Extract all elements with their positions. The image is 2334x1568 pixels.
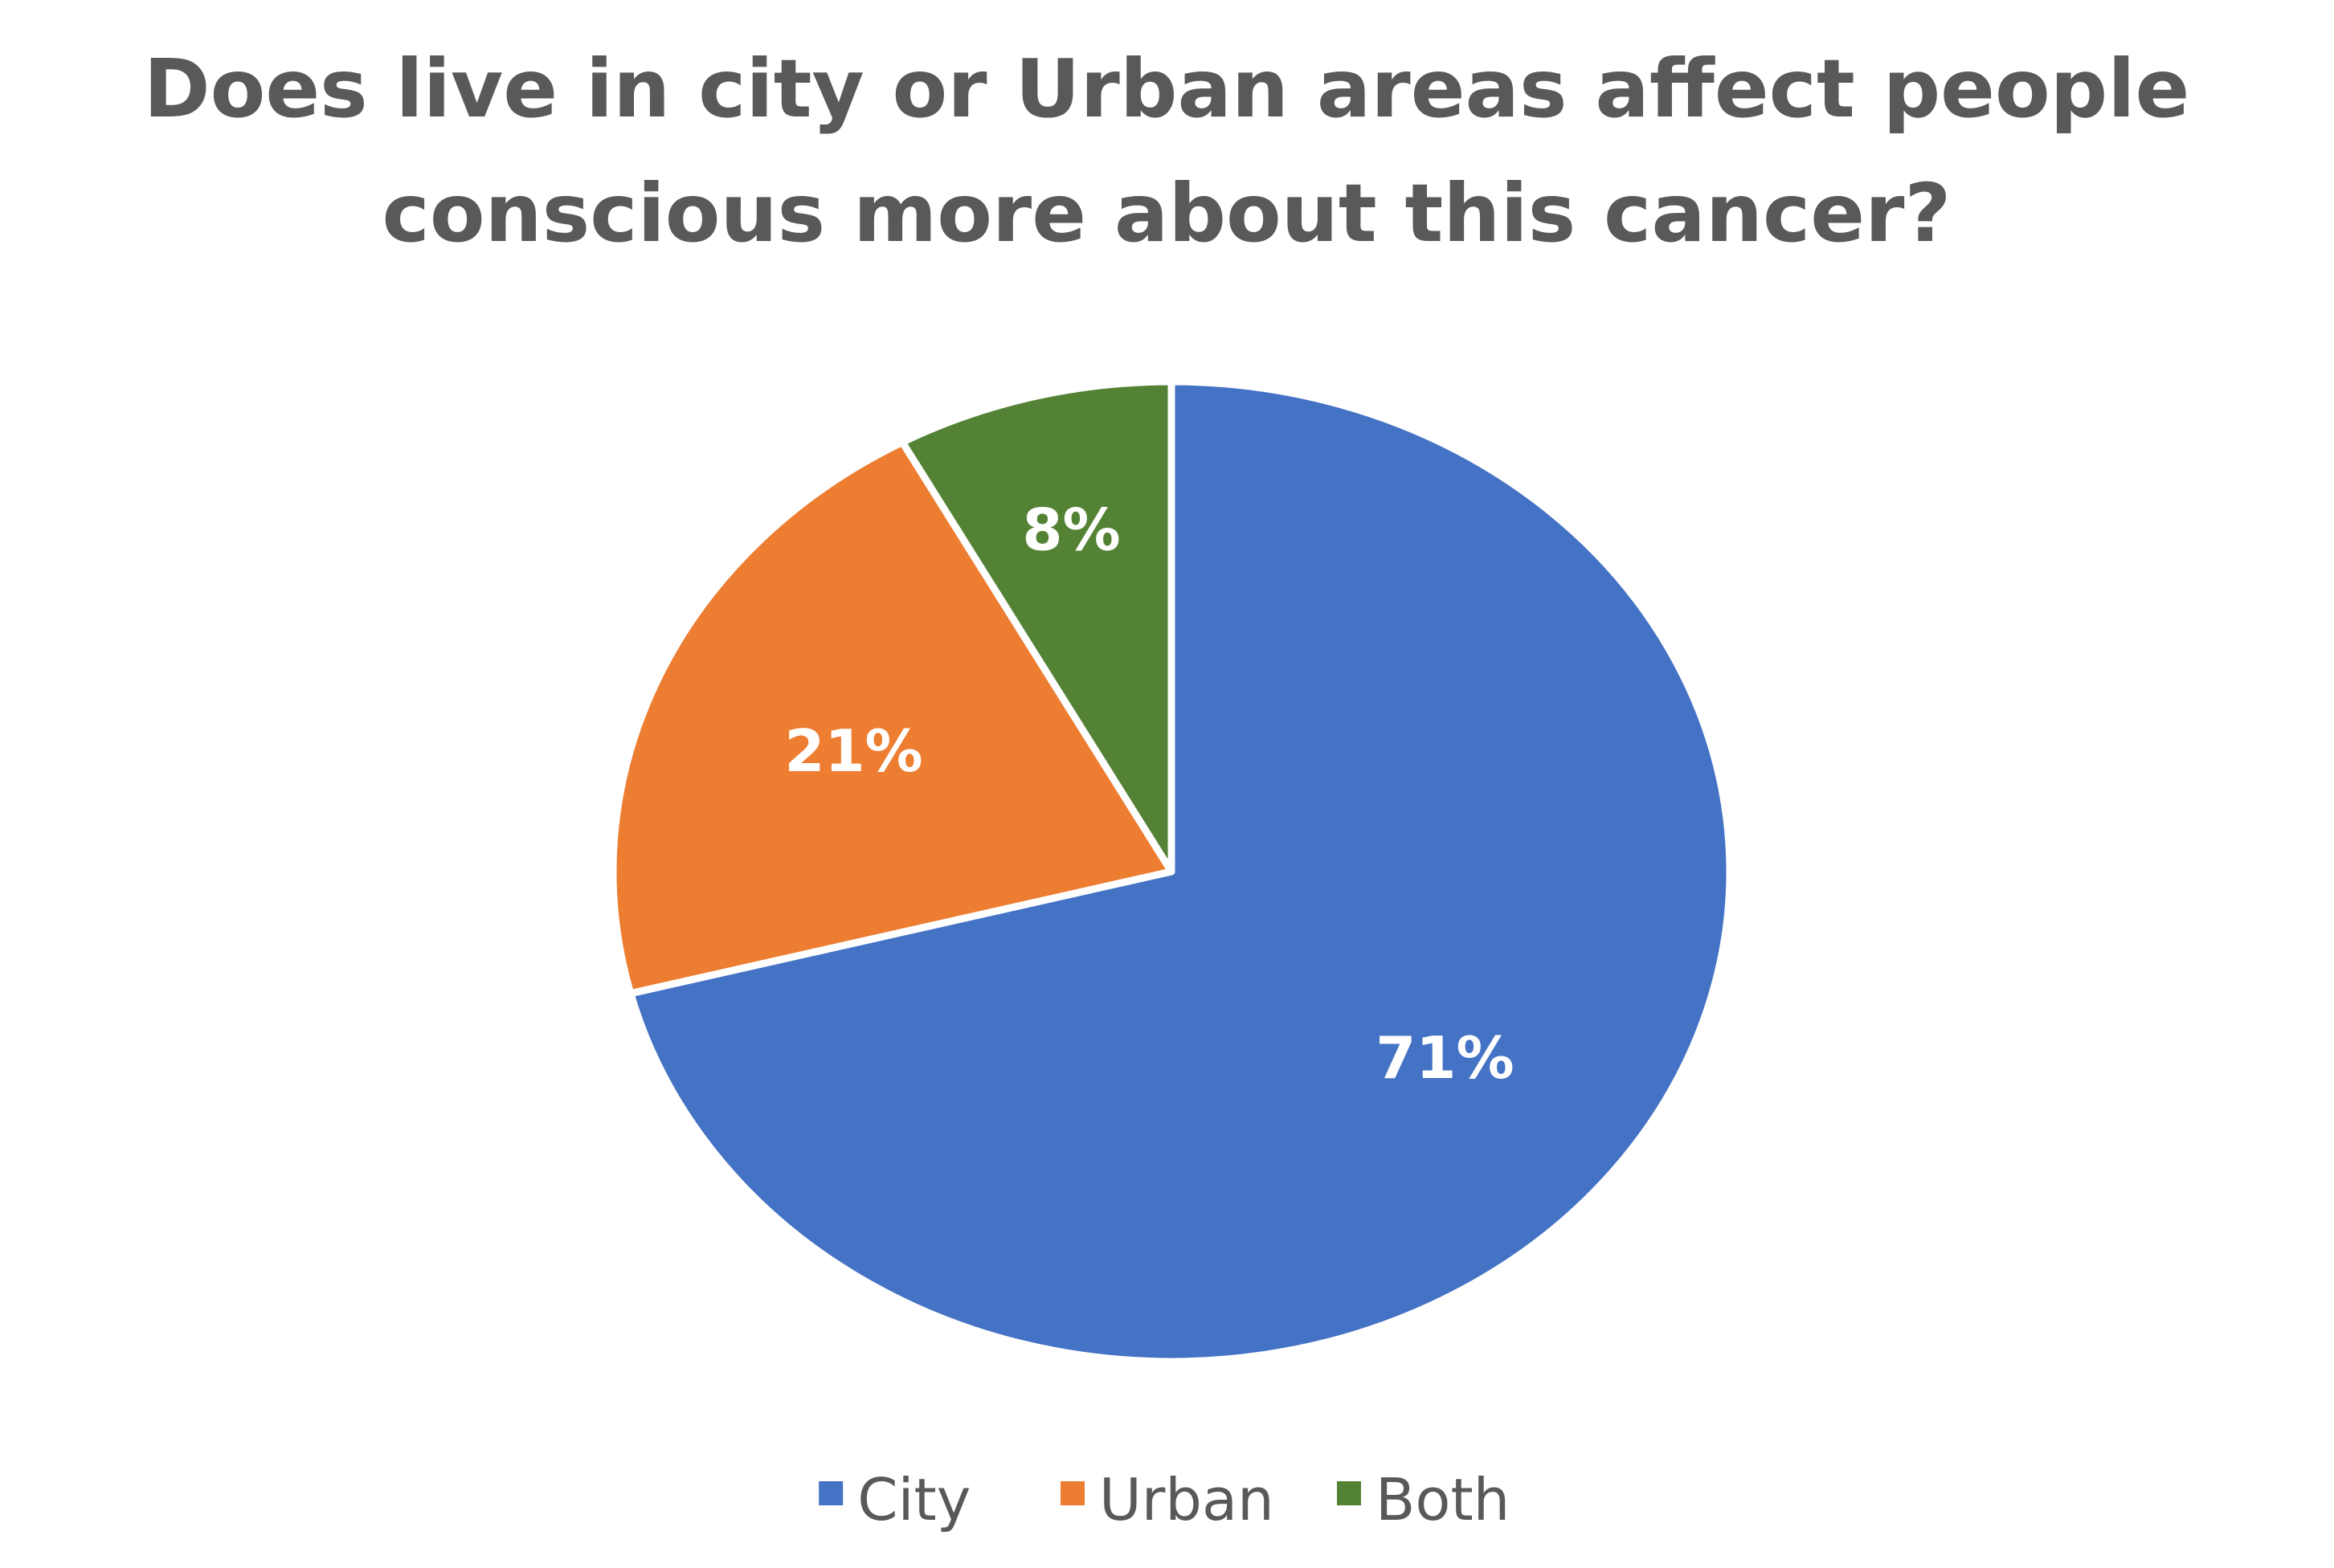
data-label-city: 71% — [1375, 1024, 1514, 1092]
legend: City Urban Both — [819, 1466, 1510, 1533]
legend-label-urban: Urban — [1099, 1466, 1274, 1533]
pie-slice-urban — [609, 438, 1175, 998]
pie-slice-city — [627, 378, 1734, 1366]
data-label-urban: 21% — [784, 717, 922, 785]
pie-data-labels: 71% 21% 8% — [784, 496, 1514, 1092]
chart-title-line-1: Does live in city or Urban areas affect … — [144, 42, 2190, 136]
legend-label-city: City — [857, 1466, 971, 1533]
legend-swatch-urban — [1061, 1481, 1085, 1505]
data-label-both: 8% — [1022, 496, 1120, 564]
chart-title-line-2: conscious more about this cancer? — [382, 166, 1952, 260]
pie-slice-both — [898, 378, 1175, 876]
legend-swatch-both — [1337, 1481, 1361, 1505]
legend-swatch-city — [819, 1481, 844, 1505]
pie-slices — [609, 378, 1734, 1366]
legend-label-both: Both — [1375, 1466, 1510, 1533]
